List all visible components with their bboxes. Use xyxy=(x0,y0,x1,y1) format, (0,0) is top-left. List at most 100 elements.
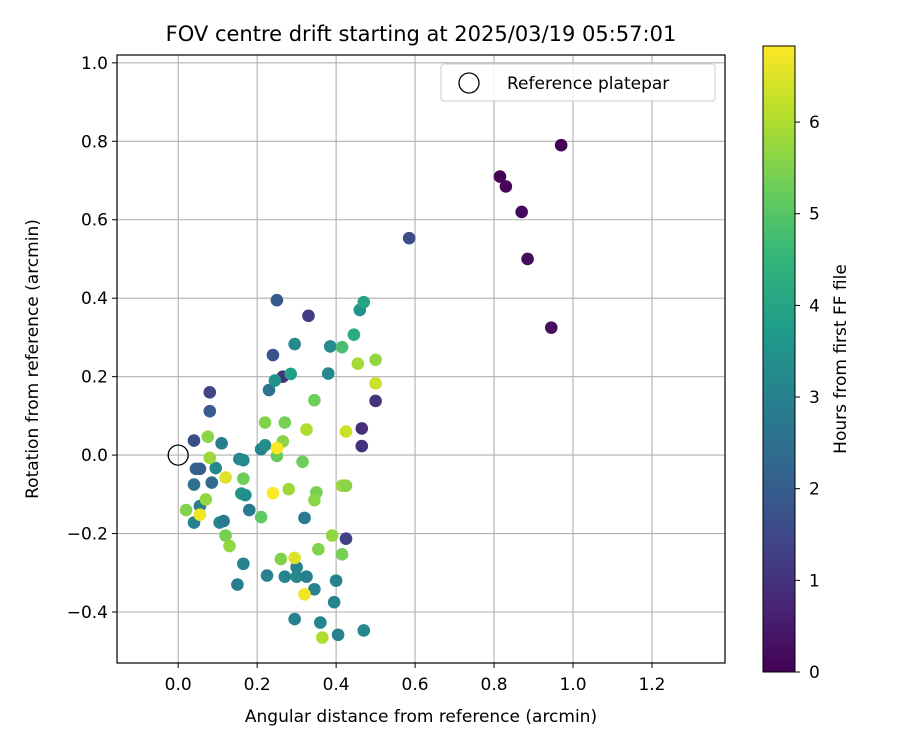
reference-point xyxy=(167,444,189,466)
data-point xyxy=(282,482,296,496)
data-point xyxy=(302,309,315,323)
data-point xyxy=(325,529,339,542)
data-point xyxy=(219,471,232,484)
colorbar-tick-label: 6 xyxy=(809,113,820,133)
data-point xyxy=(268,374,282,387)
data-point xyxy=(308,582,321,596)
data-point xyxy=(499,180,513,193)
data-point xyxy=(258,438,272,452)
data-point xyxy=(369,394,382,408)
x-tick-label: 1.0 xyxy=(559,675,586,695)
data-point xyxy=(187,478,201,491)
data-point xyxy=(231,578,244,591)
colorbar-ticks: 0 1 2 3 4 5 6 xyxy=(795,113,820,683)
x-tick-label: 0.6 xyxy=(402,675,429,695)
data-point xyxy=(351,357,365,371)
data-point xyxy=(308,393,321,407)
data-point xyxy=(355,439,369,453)
x-tick-label: 0.8 xyxy=(481,675,508,695)
data-point xyxy=(254,510,268,524)
data-point xyxy=(369,377,382,390)
data-point xyxy=(278,416,292,429)
y-tick-label: −0.4 xyxy=(67,603,108,623)
y-tick-label: 0.6 xyxy=(81,211,108,231)
legend: Reference platepar xyxy=(440,63,716,102)
colorbar: 0 1 2 3 4 5 6 Hours from first FF file xyxy=(762,45,851,683)
data-point xyxy=(329,574,343,587)
data-point xyxy=(308,493,321,507)
data-point xyxy=(270,293,284,307)
x-tick-label: 0.2 xyxy=(244,675,271,695)
y-tick-label: 0.2 xyxy=(81,368,108,388)
data-point xyxy=(300,570,313,584)
data-point xyxy=(266,486,280,500)
data-point xyxy=(335,340,349,354)
data-point xyxy=(237,472,250,485)
data-point xyxy=(237,453,250,467)
data-point xyxy=(203,451,217,465)
data-point xyxy=(274,552,288,566)
grid xyxy=(117,55,725,663)
x-axis-label: Angular distance from reference (arcmin) xyxy=(245,707,597,727)
data-point xyxy=(493,170,507,183)
plot-frame xyxy=(116,54,726,664)
data-point xyxy=(239,488,252,502)
data-point xyxy=(179,503,193,517)
data-point xyxy=(515,205,528,219)
data-point xyxy=(219,529,232,542)
data-point xyxy=(327,595,341,609)
data-point xyxy=(262,383,276,397)
data-point xyxy=(290,570,303,584)
colorbar-tick-label: 2 xyxy=(809,480,820,500)
colorbar-label: Hours from first FF file xyxy=(831,264,851,454)
y-tick-label: 1.0 xyxy=(81,54,108,74)
data-point xyxy=(290,560,303,574)
colorbar-tick-label: 1 xyxy=(809,571,820,591)
data-point xyxy=(205,476,219,489)
data-point xyxy=(242,503,256,517)
y-tick-label: 0.8 xyxy=(81,132,108,152)
data-point xyxy=(402,231,416,245)
data-point xyxy=(288,551,301,565)
data-point xyxy=(357,624,371,637)
data-point xyxy=(298,511,311,525)
data-point xyxy=(521,252,534,266)
data-point xyxy=(284,367,298,381)
data-point xyxy=(554,138,568,152)
data-point xyxy=(288,337,301,351)
x-tick-label: 1.2 xyxy=(638,675,665,695)
data-point xyxy=(278,570,292,584)
data-point xyxy=(300,423,313,436)
colorbar-tick-label: 3 xyxy=(809,388,820,408)
data-point xyxy=(339,479,353,492)
x-axis-ticks: 0.0 0.2 0.4 0.6 0.8 1.0 1.2 xyxy=(165,663,665,695)
y-axis-label: Rotation from reference (arcmin) xyxy=(23,219,43,499)
data-point xyxy=(335,548,349,561)
data-point xyxy=(201,430,215,443)
data-point xyxy=(312,542,325,556)
colorbar-tick-label: 5 xyxy=(809,205,820,225)
data-point xyxy=(270,441,284,455)
data-point xyxy=(347,328,361,341)
data-point xyxy=(544,321,558,334)
chart-title: FOV centre drift starting at 2025/03/19 … xyxy=(166,22,677,46)
y-axis-ticks: −0.4 −0.2 0.0 0.2 0.4 0.6 0.8 1.0 xyxy=(67,54,117,623)
data-point xyxy=(339,532,353,545)
data-point xyxy=(209,461,223,475)
data-point xyxy=(223,539,236,553)
data-point xyxy=(331,628,345,642)
x-tick-label: 0.0 xyxy=(165,675,192,695)
data-point xyxy=(203,386,217,399)
legend-label-reference: Reference platepar xyxy=(507,74,669,94)
data-point xyxy=(323,340,337,353)
data-point xyxy=(187,434,201,447)
colorbar-tick-label: 0 xyxy=(809,663,820,683)
data-point xyxy=(321,367,335,380)
data-point xyxy=(258,416,272,429)
data-point xyxy=(355,422,369,435)
data-point xyxy=(193,462,207,476)
data-point xyxy=(298,588,311,601)
y-tick-label: −0.2 xyxy=(67,525,108,545)
